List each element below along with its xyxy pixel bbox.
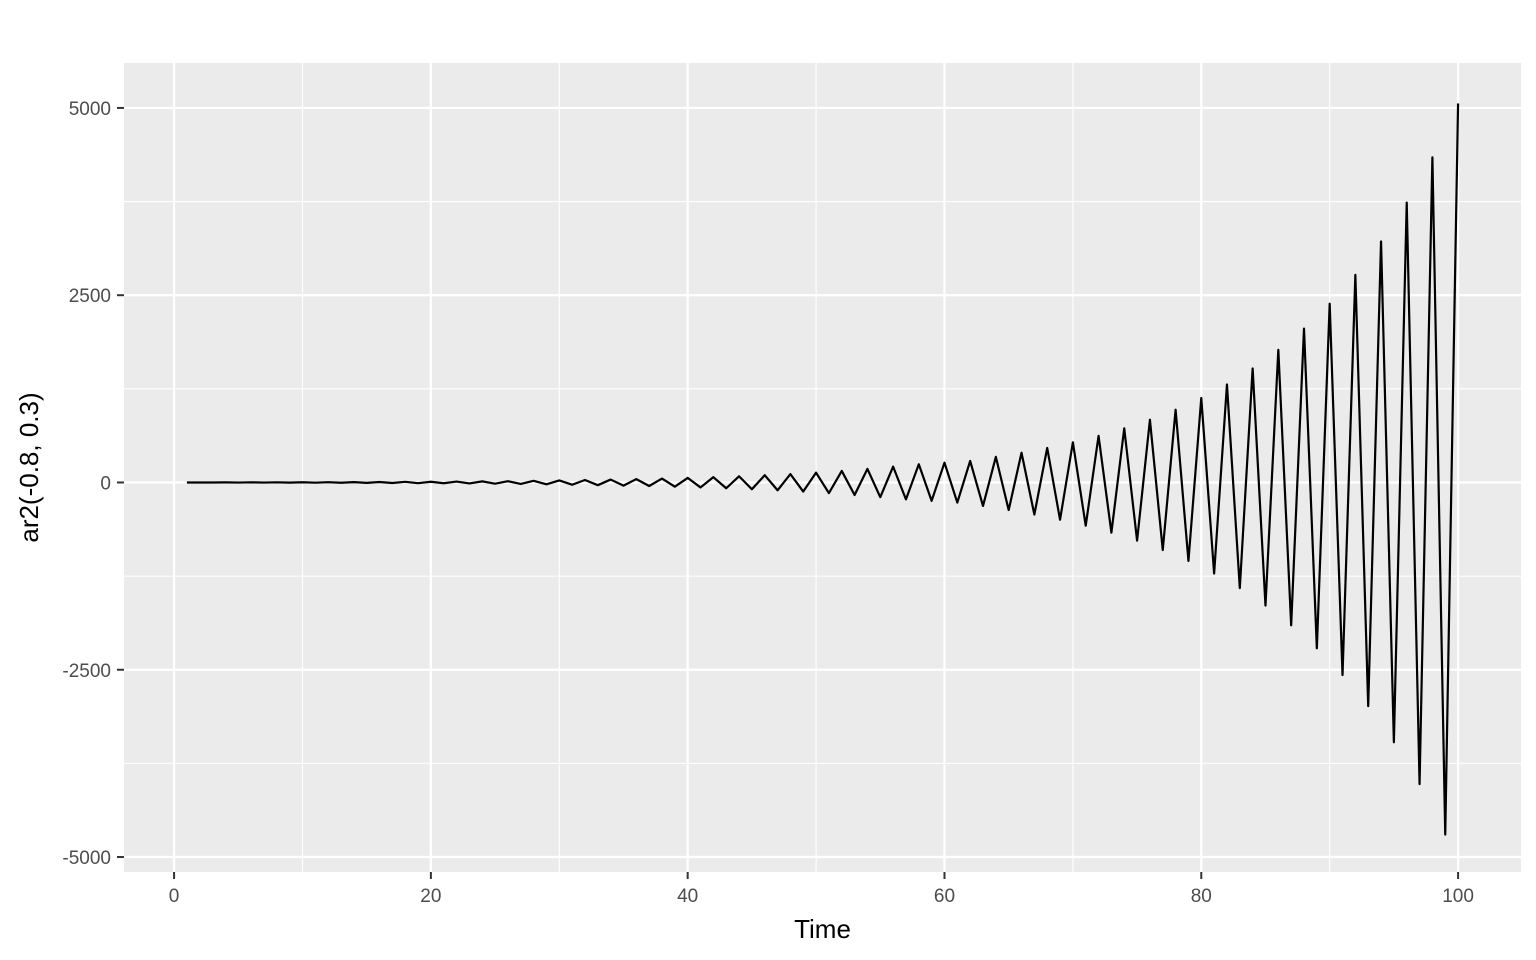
y-tick-label: 5000 [69,99,111,120]
y-axis: -5000 -2500 0 2500 5000 [62,99,124,869]
x-axis-title: Time [794,914,851,944]
y-axis-title: ar2(-0.8, 0.3) [14,392,44,542]
series-line [186,103,1460,836]
x-tick-label: 0 [169,886,180,907]
x-tick-label: 20 [420,886,441,907]
plot-panel [124,63,1521,872]
y-tick-label: 0 [100,473,111,494]
y-tick-label: 2500 [69,286,111,307]
y-tick-label: -5000 [62,848,111,869]
y-tick-label: -2500 [62,661,111,682]
x-tick-label: 40 [677,886,698,907]
x-tick-label: 60 [934,886,955,907]
x-tick-label: 80 [1191,886,1212,907]
x-axis: 0 20 40 60 80 100 [169,872,1474,907]
x-tick-label: 100 [1442,886,1474,907]
minor-gridlines [124,63,1521,872]
